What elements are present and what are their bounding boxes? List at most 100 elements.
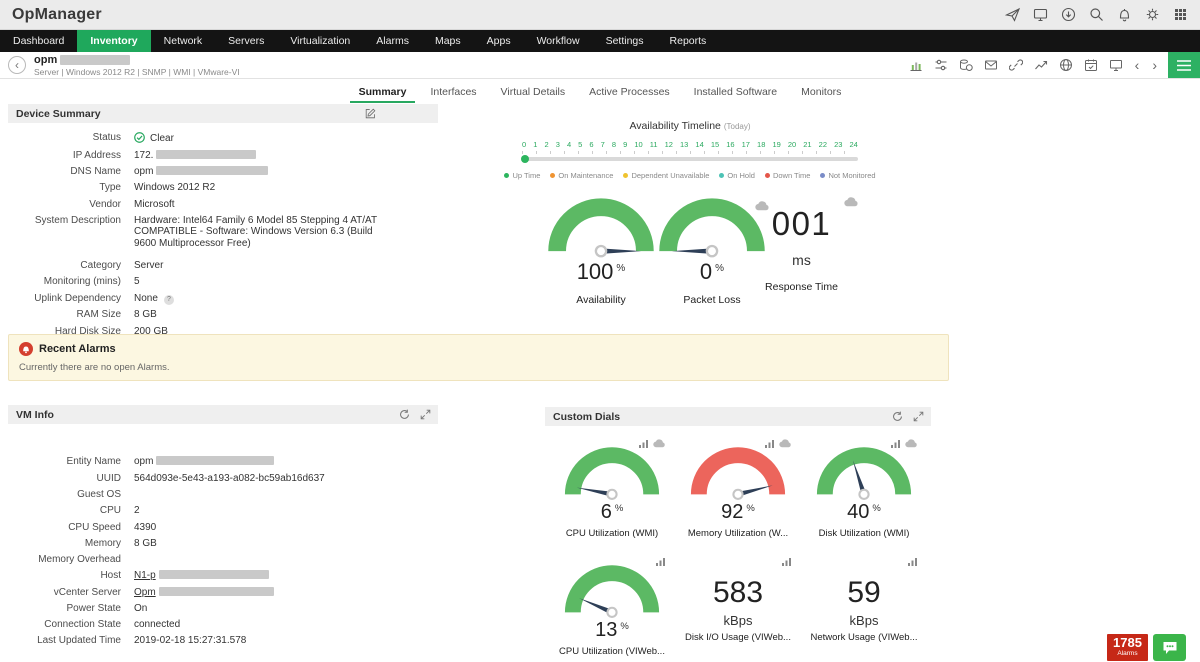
schedule-check-icon[interactable] [1084,58,1098,72]
expand-icon[interactable] [913,411,924,422]
remote-screen-icon[interactable] [1109,58,1123,72]
gauge-arc [816,447,912,500]
tab-monitors[interactable]: Monitors [801,86,842,98]
sparkline-icon [891,440,900,448]
performance-chart-icon[interactable] [909,58,923,72]
download-updates-icon[interactable] [1061,7,1076,22]
billing-coins-icon[interactable] [959,58,973,72]
quick-launch-icon[interactable] [1005,7,1020,22]
dial-disk-wmi[interactable]: 40% Disk Utilization (WMI) [801,438,927,544]
vm-info-rows: Entity Name opm UUID 564d093e-5e43-a193-… [8,424,438,649]
prev-device-icon[interactable]: ‹ [1134,57,1140,73]
availability-gauge[interactable]: 100% Availability [541,197,661,306]
nav-maps[interactable]: Maps [434,35,461,47]
edit-device-icon[interactable] [365,108,376,119]
bell-icon[interactable] [1117,7,1132,22]
dial-cpu-wmi[interactable]: 6% CPU Utilization (WMI) [549,438,675,544]
packet-loss-gauge[interactable]: 0% Packet Loss [652,197,772,306]
gauge-needle [852,460,867,496]
vm-row-power-state: Power State On [66,602,148,614]
nav-settings[interactable]: Settings [605,35,644,47]
gauge-arc [659,198,765,258]
timeline-ticks: 0 1 2 3 4 5 6 7 8 9 10 11 12 13 14 15 16 17 18 19 20 21 22 23 24 [522,140,858,149]
nav-inventory[interactable]: Inventory [77,30,151,52]
host-link[interactable]: N1-p [134,570,156,582]
nav-virtualization[interactable]: Virtualization [290,35,351,47]
sparkline-icon [639,440,648,448]
response-time-label: Response Time [765,281,838,293]
link-icon[interactable] [1008,58,1023,72]
dial-network-viweb[interactable]: 59 kBps Network Usage (VIWeb... [801,556,927,662]
dial-disk-io-viweb[interactable]: 583 kBps Disk I/O Usage (VIWeb... [675,556,801,662]
vcenter-link[interactable]: Opm [134,586,156,598]
timeline-tickmarks [522,151,858,154]
gauge-arc [690,447,786,500]
vm-row-entity: Entity Name opm [8,454,438,470]
nav-dashboard[interactable]: Dashboard [13,35,65,47]
dial-label: Network Usage (VIWeb... [810,632,918,643]
dial-label: CPU Utilization (VIWeb... [559,646,665,657]
nav-alarms[interactable]: Alarms [376,35,409,47]
vm-row-memory: Memory 8 GB [84,537,157,549]
legend-up-time: Up Time [504,171,540,180]
device-name: opm [34,53,58,66]
refresh-icon[interactable] [399,409,410,420]
recent-alarms-message: Currently there are no open Alarms. [19,362,170,373]
web-globe-icon[interactable] [1059,58,1073,72]
nav-workflow[interactable]: Workflow [536,35,580,47]
dial-cpu-viweb[interactable]: 13% CPU Utilization (VIWeb... [549,556,675,662]
gauge-label: Packet Loss [683,293,741,306]
vm-row-host: Host N1-p [8,568,438,584]
expand-icon[interactable] [420,409,431,420]
status-clear-icon [134,132,145,144]
tab-interfaces[interactable]: Interfaces [430,86,477,98]
device-meta: Server | Windows 2012 R2 | SNMP | WMI | … [34,66,240,77]
response-time-card[interactable]: 001 ms Response Time [744,197,859,293]
dial-label: CPU Utilization (WMI) [565,528,659,539]
next-device-icon[interactable]: › [1152,57,1157,73]
device-tabs: Summary Interfaces Virtual Details Activ… [0,79,1200,103]
tab-active-processes[interactable]: Active Processes [589,86,670,98]
nav-network[interactable]: Network [163,35,203,47]
gear-icon[interactable] [1145,7,1160,22]
help-icon[interactable]: ? [163,294,174,305]
alarm-count-label: Alarms [1117,650,1138,657]
main-nav: Dashboard Inventory Network Servers Virt… [0,30,1200,52]
trend-graph-icon[interactable] [1034,58,1048,72]
tab-summary[interactable]: Summary [349,83,416,103]
tab-virtual-details[interactable]: Virtual Details [500,86,566,98]
summary-row-ip: IP Address 172. [8,147,438,163]
search-icon[interactable] [1089,7,1104,22]
alarm-icon [19,342,33,356]
device-menu-button[interactable] [1168,52,1200,78]
device-summary-title: Device Summary [16,107,101,120]
mail-icon[interactable] [984,58,998,72]
vm-info-title: VM Info [16,408,54,421]
tab-installed-software[interactable]: Installed Software [693,86,778,98]
legend-on-maintenance: On Maintenance [550,171,613,180]
refresh-icon[interactable] [892,411,903,422]
legend-dependent-unavailable: Dependent Unavailable [623,171,709,180]
nav-reports[interactable]: Reports [669,35,707,47]
timeline-subtitle: (Today) [723,122,751,131]
timeline-track[interactable] [521,155,858,163]
chat-button[interactable] [1153,634,1186,661]
summary-row-type: Type Windows 2012 R2 [99,182,216,194]
vm-row-memory-overhead: Memory Overhead [38,554,121,566]
alarm-count: 1785 [1113,635,1142,650]
threshold-tune-icon[interactable] [934,58,948,72]
cloud-icon [653,439,665,448]
vm-row-vcenter: vCenter Server Opm [8,584,438,600]
apps-grid-icon[interactable] [1173,7,1188,22]
recent-alarms-title: Recent Alarms [39,343,116,355]
alarm-count-widget[interactable]: 1785 Alarms [1107,634,1148,661]
back-button[interactable]: ‹ [8,56,26,74]
dial-grid: 6% CPU Utilization (WMI) 92% Memory Util… [545,426,931,662]
uplink-value: None [134,292,158,304]
device-summary-panel: Device Summary Status Clear IP Address 1… [8,104,438,340]
nav-apps[interactable]: Apps [486,35,511,47]
response-time-unit: ms [792,252,811,268]
nav-servers[interactable]: Servers [228,35,265,47]
dial-memory-wmi[interactable]: 92% Memory Utilization (W... [675,438,801,544]
remote-desktop-icon[interactable] [1033,7,1048,22]
